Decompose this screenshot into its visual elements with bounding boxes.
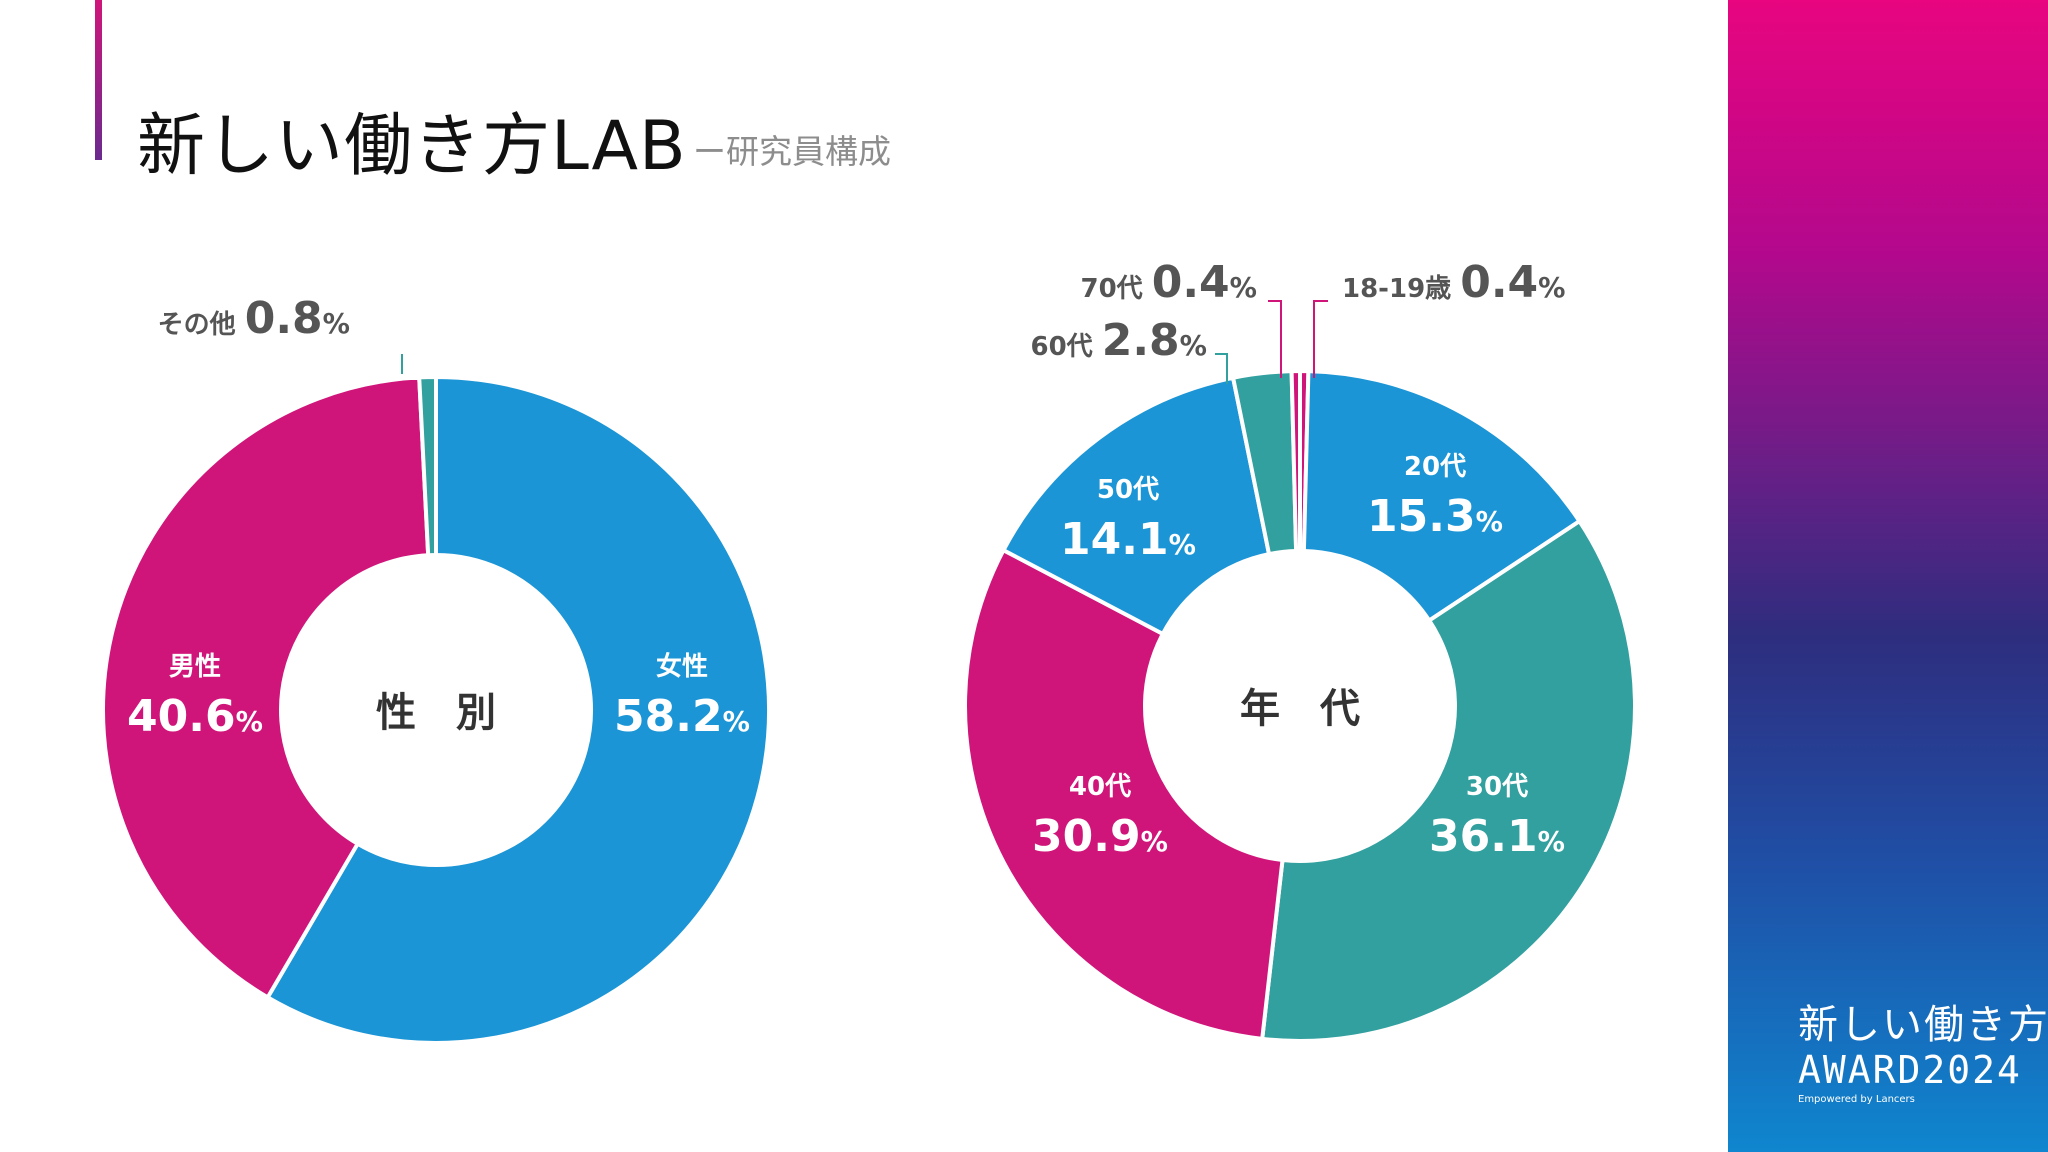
slice-label: 30代 xyxy=(1466,772,1528,802)
slice-label: 20代 xyxy=(1404,452,1466,482)
donut-hole xyxy=(283,557,589,863)
slice-value-label: 40.6% xyxy=(127,691,263,742)
slice-value-label: 36.1% xyxy=(1429,811,1565,862)
slice-0-1 xyxy=(101,375,431,1001)
slice-value-label: 30.9% xyxy=(1032,811,1168,862)
slice-label: 女性 xyxy=(656,651,708,682)
age-donut-chart: 年 代 18-19歳 0.4% 20代 15.3% 30代 36.1% 40代 30.9% 50… xyxy=(963,257,1637,1043)
leader-line xyxy=(1215,353,1228,384)
gender-donut-chart: 性 別 女性 58.2% 男性 40.6% その他 0.8% xyxy=(101,293,771,1045)
logo-line-2: AWARD2024 xyxy=(1798,1048,2022,1092)
slice-value-label: 14.1% xyxy=(1060,514,1196,565)
slice-label: 男性 xyxy=(169,652,221,682)
title-accent-bar xyxy=(95,0,102,160)
slice-0-0 xyxy=(264,374,771,1045)
page-title: 新しい働き方LAB xyxy=(137,107,687,186)
slice-label: 18-19歳 0.4% xyxy=(1342,257,1566,308)
award-logo: 新しい働き方 AWARD2024 Empowered by Lancers xyxy=(1798,992,2048,1105)
page-subtitle: ー研究員構成 xyxy=(693,132,891,171)
slice-label: 40代 xyxy=(1069,772,1131,802)
logo-line-1: 新しい働き方 xyxy=(1798,1002,2048,1048)
slice-1-2 xyxy=(1259,518,1637,1043)
slice-value-label: 15.3% xyxy=(1367,491,1503,542)
logo-line-3: Empowered by Lancers xyxy=(1798,1094,1915,1105)
slice-1-3 xyxy=(963,547,1285,1042)
charts-canvas: 性 別 女性 58.2% 男性 40.6% その他 0.8% 年 代 18-19歳 0.4%… xyxy=(101,257,1637,1045)
slice-1-6 xyxy=(1289,368,1302,554)
donut-center-label: 性 別 xyxy=(376,690,496,736)
slice-label: 50代 xyxy=(1097,475,1159,505)
side-panel: 新しい働き方 AWARD2024 Empowered by Lancers xyxy=(1728,0,2048,1152)
leader-line xyxy=(1268,300,1282,378)
slice-1-4 xyxy=(1000,375,1272,637)
slice-label: 60代 2.8% xyxy=(1030,315,1207,366)
slice-1-1 xyxy=(1301,369,1583,624)
leader-line xyxy=(1313,300,1328,378)
donut-hole xyxy=(1147,553,1453,859)
slice-0-2 xyxy=(417,374,438,558)
slice-label: その他 0.8% xyxy=(158,293,350,344)
slice-value-label: 58.2% xyxy=(614,691,750,742)
donut-center-label: 年 代 xyxy=(1240,686,1360,732)
slice-label: 70代 0.4% xyxy=(1080,257,1257,308)
